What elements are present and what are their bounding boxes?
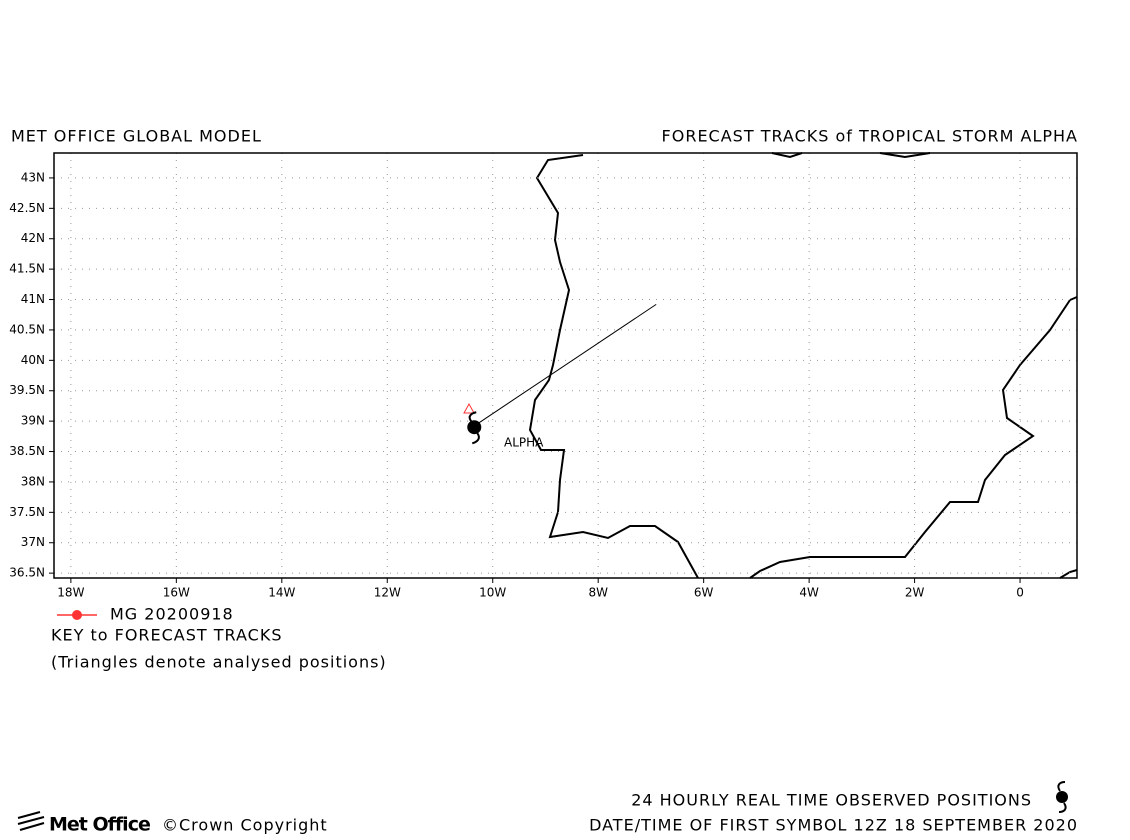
y-tick-label: 43N <box>21 170 45 184</box>
x-tick-label: 10W <box>479 586 506 600</box>
storm-label: ALPHA <box>504 436 544 450</box>
legend-marker <box>72 610 82 620</box>
y-tick-label: 38.5N <box>9 444 45 458</box>
x-tick-label: 12W <box>374 586 401 600</box>
legend-label: MG 20200918 <box>110 605 234 624</box>
x-tick-label: 16W <box>163 586 190 600</box>
copyright: ©Crown Copyright <box>162 816 328 835</box>
plot-frame <box>53 152 1078 579</box>
y-tick-label: 39N <box>21 414 45 428</box>
x-tick-label: 6W <box>694 586 714 600</box>
y-tick-label: 40.5N <box>9 322 45 336</box>
storm-symbol-key <box>1056 781 1068 813</box>
y-tick-label: 37N <box>21 535 45 549</box>
chart-subtitle: FORECAST TRACKS of TROPICAL STORM ALPHA <box>662 127 1078 146</box>
x-tick-label: 8W <box>588 586 608 600</box>
coastline <box>528 152 1078 579</box>
x-tick-label: 18W <box>57 586 84 600</box>
y-tick-label: 41.5N <box>9 262 45 276</box>
logo-icon <box>17 811 45 831</box>
y-tick-label: 42.5N <box>9 201 45 215</box>
x-tick-label: 2W <box>905 586 925 600</box>
storm-tails <box>468 411 480 445</box>
y-tick-label: 39.5N <box>9 383 45 397</box>
chart-title: MET OFFICE GLOBAL MODEL <box>11 127 262 146</box>
y-tick-label: 41N <box>21 292 45 306</box>
logo: Met Office <box>49 814 150 836</box>
key-title: KEY to FORECAST TRACKS <box>51 626 283 645</box>
footer-line: 24 HOURLY REAL TIME OBSERVED POSITIONS <box>631 791 1032 810</box>
y-tick-label: 40N <box>21 353 45 367</box>
forecast-track <box>476 303 657 425</box>
x-tick-label: 4W <box>799 586 819 600</box>
analysed-position <box>463 402 475 414</box>
x-tick-label: 0 <box>1016 586 1024 600</box>
y-tick-label: 37.5N <box>9 505 45 519</box>
y-tick-label: 36.5N <box>9 566 45 580</box>
key-note: (Triangles denote analysed positions) <box>51 653 387 672</box>
x-tick-label: 14W <box>268 586 295 600</box>
y-tick-label: 38N <box>21 474 45 488</box>
storm-symbol <box>467 411 482 445</box>
y-tick-label: 42N <box>21 231 45 245</box>
storm-position <box>467 420 482 435</box>
footer-line: DATE/TIME OF FIRST SYMBOL 12Z 18 SEPTEMB… <box>589 816 1078 835</box>
